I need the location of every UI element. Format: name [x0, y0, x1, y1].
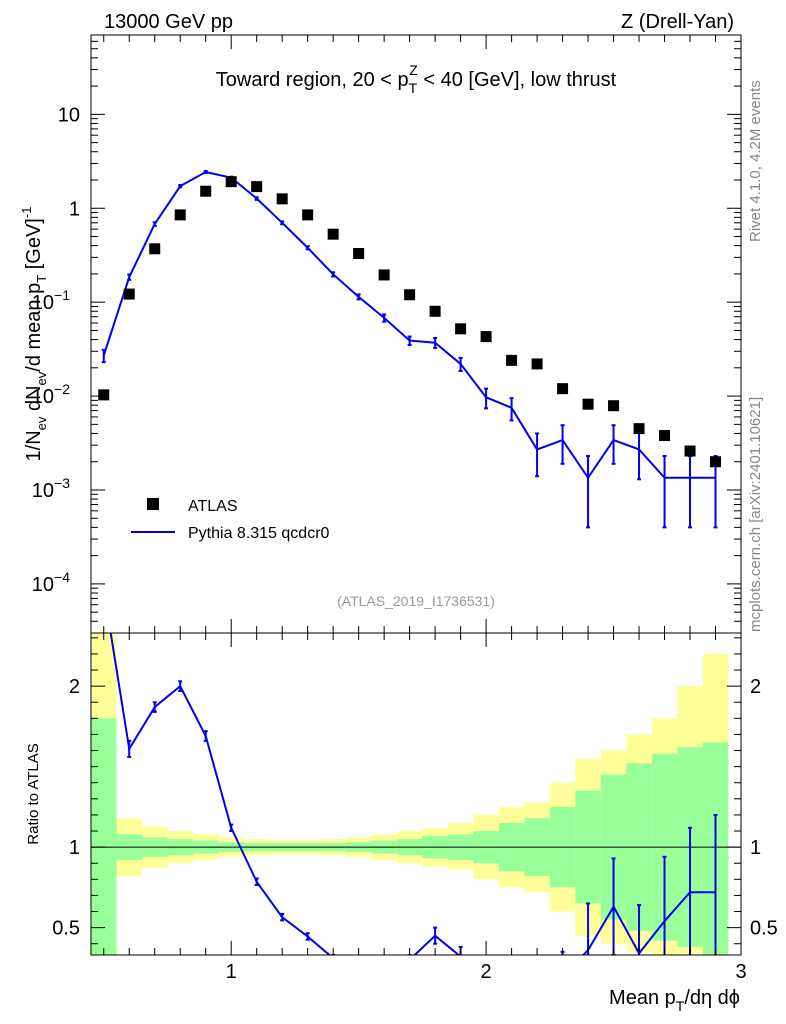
x-axis-label: Mean pT/dη dϕ [609, 987, 740, 1014]
main-frame [90, 34, 742, 634]
main-y-axis-label: 1/Nev dNev/d mean pT [GeV]-1 [19, 207, 49, 462]
atlas-point [455, 323, 467, 335]
ratio-y-tick-label-right: 1 [750, 837, 761, 859]
atlas-point [327, 228, 339, 240]
atlas-point [684, 445, 696, 457]
atlas-point [659, 430, 671, 442]
ratio-y-tick-label-left: 1 [69, 837, 80, 859]
main-axes: 10−4 10−3 10−2 10−1 1 10 [32, 34, 742, 634]
ratio-series [91, 633, 741, 955]
ratio-x-tick-label: 1 [226, 961, 237, 983]
main-y-tick-label: 10−4 [32, 569, 70, 596]
ratio-y-tick-label-left: 0.5 [52, 918, 80, 940]
atlas-point [302, 209, 314, 221]
ratio-y-tick-label-left: 2 [69, 676, 80, 698]
main-y-tick-label: 10−1 [32, 287, 70, 314]
main-panel: 10−4 10−3 10−2 10−1 1 10 Toward region, 20 < … [19, 34, 742, 634]
main-y-tick-label: 10 [58, 104, 80, 126]
ratio-panel: 1 2 30.5 0.51 12 2 Ratio to ATLAS Mean pT/dη … [25, 632, 778, 1014]
ratio-x-tick-label: 3 [735, 961, 746, 983]
legend-label-atlas: ATLAS [188, 498, 238, 515]
uncertainty-band-inner [91, 718, 117, 955]
atlas-point [174, 209, 186, 221]
main-y-tick-label: 10−2 [32, 381, 70, 408]
rivet-label: Rivet 4.1.0, 4.2M events [747, 80, 764, 242]
atlas-point [123, 288, 135, 300]
legend: ATLAS Pythia 8.315 qcdcr0 [131, 498, 330, 542]
atlas-point [200, 185, 212, 197]
header-right: Z (Drell-Yan) [621, 11, 734, 33]
ratio-y-axis-label: Ratio to ATLAS [25, 743, 42, 844]
atlas-point [149, 243, 161, 255]
analysis-label: (ATLAS_2019_I1736531) [337, 593, 495, 609]
legend-marker-atlas [147, 498, 159, 510]
atlas-point [531, 358, 543, 370]
atlas-point [710, 456, 722, 468]
ratio-y-tick-label-right: 0.5 [750, 918, 778, 940]
atlas-point [506, 354, 518, 366]
ratio-x-tick-label: 2 [481, 961, 492, 983]
atlas-point [557, 383, 569, 395]
atlas-point [429, 305, 441, 317]
ratio-axes: 1 2 30.5 0.51 12 2 [52, 633, 778, 983]
ratio-y-tick-label-right: 2 [750, 676, 761, 698]
main-title: Toward region, 20 < pTZ < 40 [GeV], low … [216, 62, 617, 96]
atlas-point [404, 289, 416, 301]
atlas-point [98, 389, 110, 401]
atlas-point [353, 247, 365, 259]
main-series [98, 170, 722, 529]
main-y-tick-label: 1 [69, 198, 80, 220]
atlas-point [225, 176, 237, 188]
atlas-point [251, 181, 263, 193]
mcplots-label: mcplots.cern.ch [arXiv:2401.10621] [747, 397, 764, 632]
main-y-tick-label: 10−3 [32, 475, 70, 502]
ratio-frame [90, 632, 742, 956]
legend-label-pythia: Pythia 8.315 qcdcr0 [188, 525, 330, 542]
header-left: 13000 GeV pp [104, 11, 233, 33]
atlas-point [276, 193, 288, 205]
atlas-point [633, 423, 645, 435]
atlas-point [582, 398, 594, 410]
atlas-point [608, 400, 620, 412]
pythia-line [102, 170, 716, 480]
atlas-point [378, 269, 390, 281]
atlas-point [480, 331, 492, 343]
